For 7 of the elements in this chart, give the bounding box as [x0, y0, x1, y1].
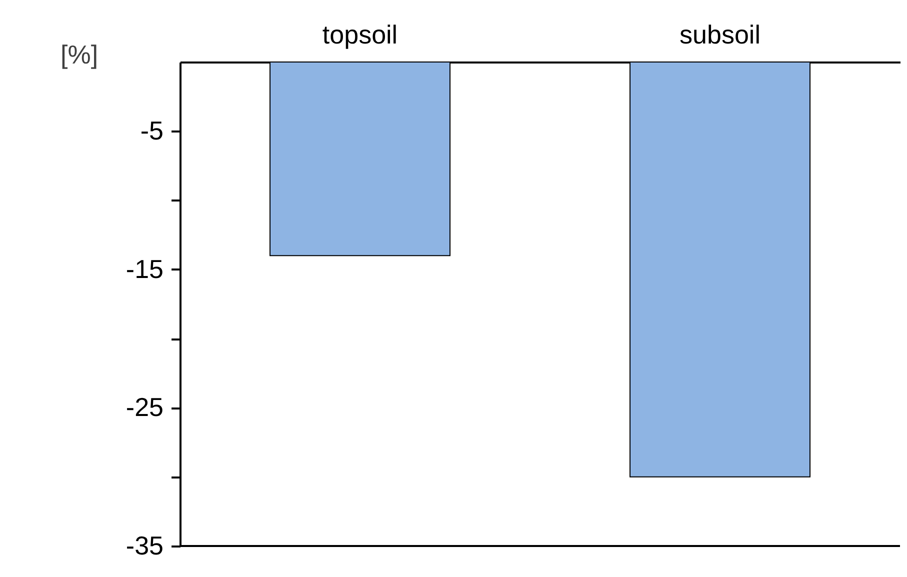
x-tick-label: subsoil [680, 20, 760, 50]
y-tick-label: -15 [126, 254, 164, 284]
y-tick-label: -35 [126, 530, 164, 560]
y-axis-title: [%] [60, 40, 98, 70]
y-tick-label: -5 [140, 116, 164, 146]
y-tick-label: -25 [126, 392, 164, 422]
x-tick-label: topsoil [322, 20, 398, 50]
